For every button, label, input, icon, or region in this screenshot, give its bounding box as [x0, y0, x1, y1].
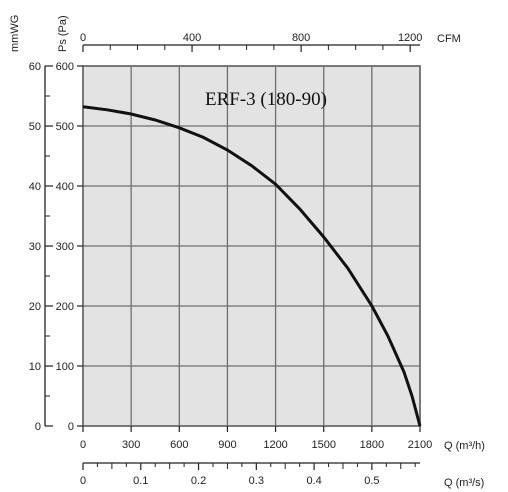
x-top-tick-label: 800 — [292, 32, 310, 44]
x-axis-bottom2-title: Q (m³/s) — [444, 477, 484, 489]
x-tick-label: 1800 — [360, 439, 384, 451]
y-secondary-tick-label: 60 — [29, 61, 41, 73]
x-bottom2-tick-label: 0.5 — [364, 475, 379, 487]
x-tick-label: 300 — [122, 439, 140, 451]
y-secondary-tick-label: 30 — [29, 241, 41, 253]
x-top-tick-label: 1200 — [398, 32, 422, 44]
y-secondary-tick-label: 50 — [29, 121, 41, 133]
y-tick-label: 0 — [68, 421, 74, 433]
y-tick-label: 300 — [56, 241, 74, 253]
y-axis-title: Ps (Pa) — [57, 15, 69, 52]
y-tick-label: 400 — [56, 181, 74, 193]
x-bottom2-tick-label: 0.4 — [306, 475, 321, 487]
series-line — [82, 105, 422, 427]
x-bottom2-tick-label: 0.1 — [133, 475, 148, 487]
x-tick-label: 1200 — [263, 439, 287, 451]
x-top-tick-label: 400 — [183, 32, 201, 44]
y-secondary-tick-label: 0 — [35, 421, 41, 433]
x-tick-label: 1500 — [311, 439, 335, 451]
x-tick-label: 600 — [170, 439, 188, 451]
x-axis-title: Q (m³/h) — [444, 440, 485, 452]
x-tick-label: 900 — [218, 439, 236, 451]
x-top-tick-label: 0 — [80, 32, 86, 44]
y-tick-label: 500 — [56, 121, 74, 133]
y-secondary-tick-label: 20 — [29, 301, 41, 313]
y-secondary-tick-label: 40 — [29, 181, 41, 193]
y-axis-secondary-title: mmWG — [9, 15, 21, 52]
x-tick-label: 0 — [80, 439, 86, 451]
y-secondary-tick-label: 10 — [29, 361, 41, 373]
y-tick-label: 600 — [56, 61, 74, 73]
x-bottom2-tick-label: 0.3 — [249, 475, 264, 487]
x-tick-label: 2100 — [408, 439, 432, 451]
y-tick-label: 100 — [56, 361, 74, 373]
y-tick-label: 200 — [56, 301, 74, 313]
x-axis-top-title: CFM — [437, 33, 461, 45]
chart-title: ERF-3 (180-90) — [205, 89, 327, 110]
x-bottom2-tick-label: 0 — [80, 475, 86, 487]
x-bottom2-tick-label: 0.2 — [191, 475, 206, 487]
